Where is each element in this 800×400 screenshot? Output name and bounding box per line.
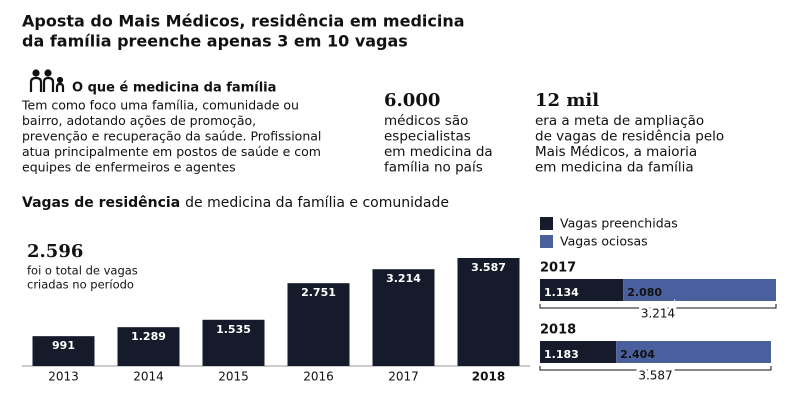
definition-line: atua principalmente em postos de saúde e… <box>22 144 321 159</box>
fact-value: 6.000 <box>384 90 440 111</box>
segment-label: 2.404 <box>620 348 655 361</box>
fact-line: era a meta de ampliação <box>535 113 704 129</box>
annotation-line: foi o total de vagas <box>27 264 138 278</box>
brace <box>539 304 777 311</box>
people-icon <box>29 69 65 92</box>
total-label: 3.214 <box>641 307 675 321</box>
bar <box>457 258 520 366</box>
fact-line: em medicina da <box>384 144 493 160</box>
definition-line: prevenção e recuperação da saúde. Profis… <box>22 129 321 144</box>
bar <box>32 336 95 366</box>
bar-segment <box>540 279 624 301</box>
x-tick-label: 2016 <box>303 370 334 384</box>
legend-swatch <box>540 235 553 248</box>
bar <box>372 269 435 366</box>
x-tick-label: 2015 <box>218 370 249 384</box>
title-line: Aposta do Mais Médicos, residência em me… <box>22 12 465 31</box>
total-label: 3.587 <box>638 369 672 383</box>
brace <box>539 366 772 373</box>
fact-line: Mais Médicos, a maioria <box>535 144 697 160</box>
bar-label: 1.289 <box>131 330 166 343</box>
definition-line: bairro, adotando ações de promoção, <box>22 113 256 128</box>
bar <box>287 283 350 366</box>
x-tick-label: 2017 <box>388 370 419 384</box>
chart-title-rest: de medicina da família e comunidade <box>185 195 449 211</box>
title-line: da família preenche apenas 3 em 10 vagas <box>22 32 408 51</box>
fact-value: 12 mil <box>535 90 599 111</box>
x-tick-label: 2013 <box>48 370 79 384</box>
segment-label: 1.183 <box>544 348 579 361</box>
segment-label: 1.134 <box>544 286 579 299</box>
bar <box>202 319 265 366</box>
x-tick-label: 2014 <box>133 370 164 384</box>
bar-segment <box>540 341 617 363</box>
bar-label: 991 <box>52 339 75 352</box>
legend-label: Vagas preenchidas <box>560 216 678 231</box>
bar-label: 3.587 <box>471 261 506 274</box>
bar-segment <box>623 279 776 301</box>
annotation-value: 2.596 <box>27 241 83 262</box>
bar <box>117 327 180 366</box>
segment-label: 2.080 <box>627 286 662 299</box>
fact-line: de vagas de residência pelo <box>535 129 724 145</box>
category-label: 2018 <box>540 323 576 338</box>
definition-line: equipes de enfermeiros e agentes <box>22 160 236 175</box>
chart-title: Vagas de residência de medicina da famíli… <box>22 195 449 211</box>
annotation-line: criadas no período <box>27 278 134 292</box>
bar-segment <box>616 341 771 363</box>
definition-title: O que é medicina da família <box>72 81 276 96</box>
chart-title-bold: Vagas de residência <box>22 195 180 211</box>
x-tick-label: 2018 <box>472 370 505 384</box>
legend-label: Vagas ociosas <box>560 234 648 249</box>
bar-label: 3.214 <box>386 272 421 285</box>
bar-label: 2.751 <box>301 286 336 299</box>
fact-line: especialistas <box>384 129 471 145</box>
definition-line: Tem como foco uma família, comunidade ou <box>21 98 299 113</box>
fact-line: em medicina da família <box>535 160 694 176</box>
fact-line: médicos são <box>384 113 468 129</box>
category-label: 2017 <box>540 261 576 276</box>
legend-swatch <box>540 217 553 230</box>
fact-line: família no país <box>384 160 483 176</box>
bar-label: 1.535 <box>216 323 251 336</box>
